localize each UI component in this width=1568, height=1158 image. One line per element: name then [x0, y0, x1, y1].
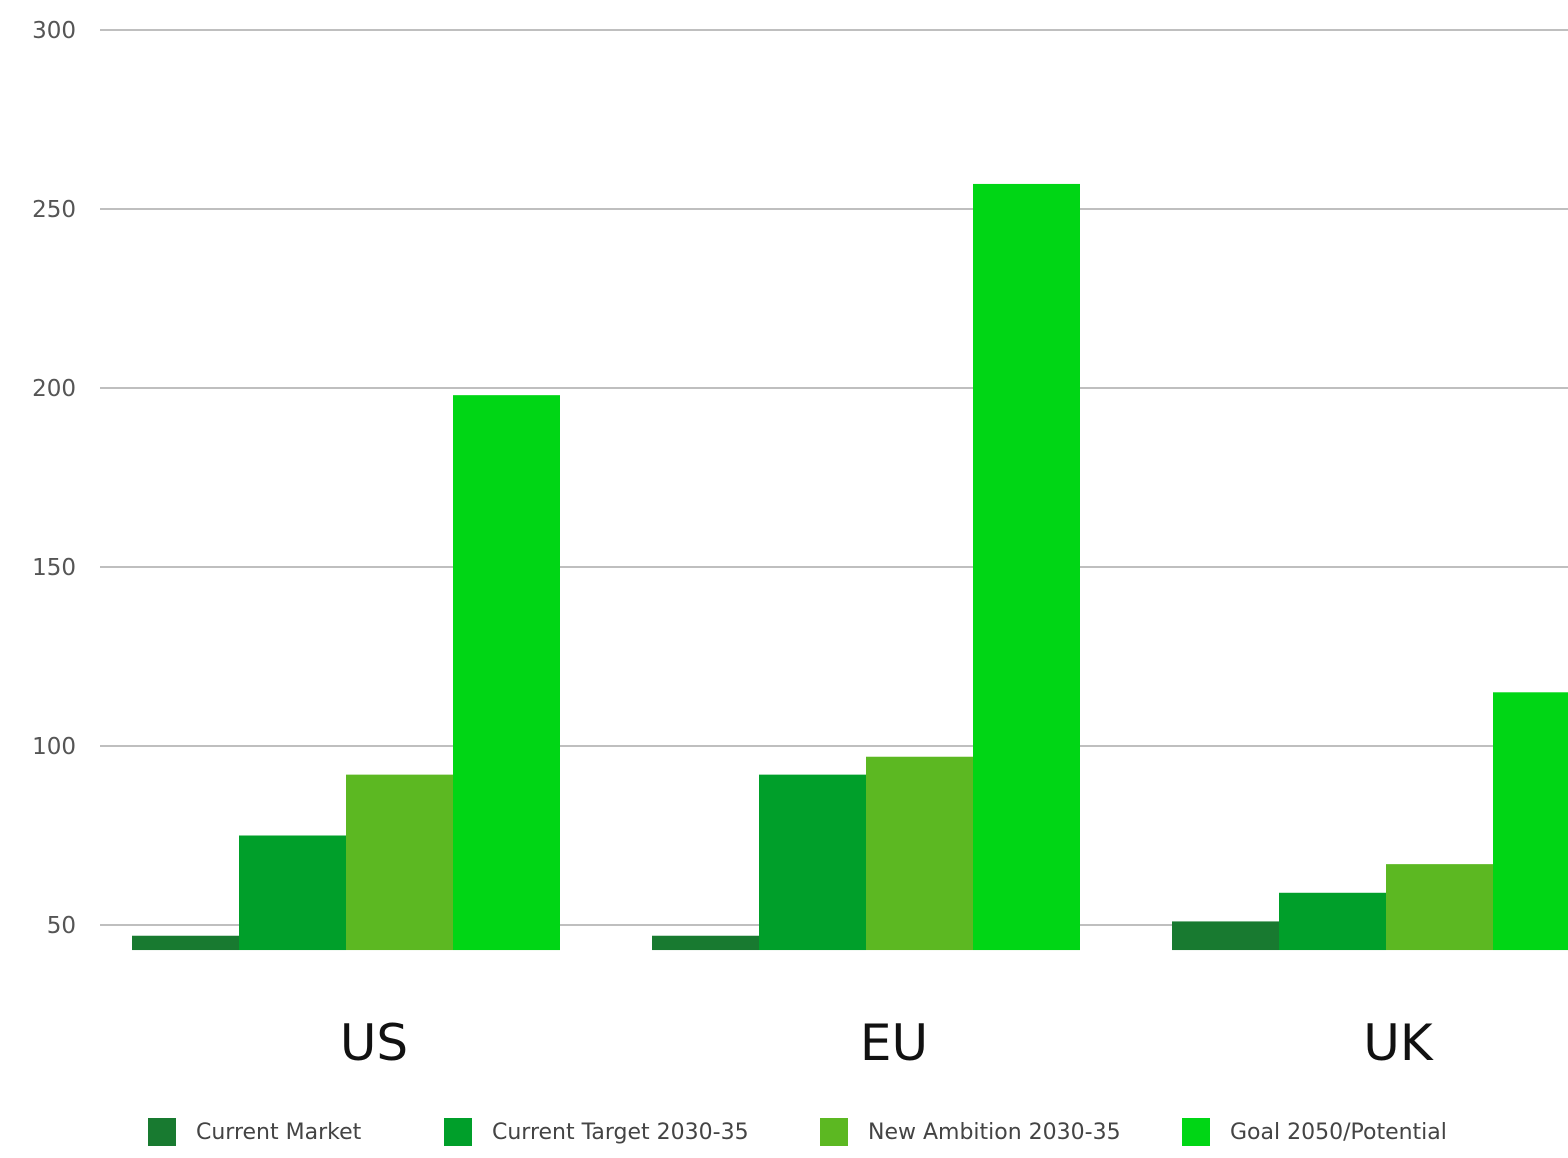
- bar: [239, 835, 346, 951]
- legend-label: New Ambition 2030-35: [868, 1119, 1121, 1145]
- x-axis: US EU UK: [340, 1014, 1434, 1072]
- bar: [1279, 892, 1386, 951]
- y-tick-label: 300: [32, 18, 76, 44]
- x-tick-label: UK: [1363, 1014, 1434, 1072]
- bar: [346, 774, 453, 951]
- bar: [453, 395, 560, 951]
- x-tick-label: EU: [860, 1014, 928, 1072]
- legend-label: Current Market: [196, 1119, 362, 1145]
- bar: [866, 756, 973, 951]
- bar: [759, 774, 866, 951]
- bar: [132, 935, 239, 951]
- bar: [1386, 864, 1493, 951]
- y-tick-label: 250: [32, 197, 76, 223]
- legend-item: Goal 2050/Potential: [1182, 1118, 1447, 1146]
- legend: Current Market Current Target 2030-35 New …: [0, 1118, 1568, 1158]
- legend-swatch: [1182, 1118, 1210, 1146]
- y-tick-label: 200: [32, 376, 76, 402]
- y-tick-label: 150: [32, 555, 76, 581]
- legend-swatch: [820, 1118, 848, 1146]
- bars: [132, 183, 1568, 951]
- y-tick-label: 50: [47, 913, 76, 939]
- bar: [652, 935, 759, 951]
- bar: [1493, 692, 1568, 951]
- y-tick-label: 100: [32, 734, 76, 760]
- legend-swatch: [444, 1118, 472, 1146]
- legend-label: Goal 2050/Potential: [1230, 1119, 1447, 1145]
- y-axis: 50 100 150 200 250 300: [32, 18, 76, 939]
- legend-item: New Ambition 2030-35: [820, 1118, 1121, 1146]
- legend-swatch: [148, 1118, 176, 1146]
- legend-item: Current Target 2030-35: [444, 1118, 749, 1146]
- x-tick-label: US: [340, 1014, 408, 1072]
- bar: [1172, 921, 1279, 951]
- legend-label: Current Target 2030-35: [492, 1119, 749, 1145]
- legend-item: Current Market: [148, 1118, 361, 1146]
- bar: [973, 183, 1080, 951]
